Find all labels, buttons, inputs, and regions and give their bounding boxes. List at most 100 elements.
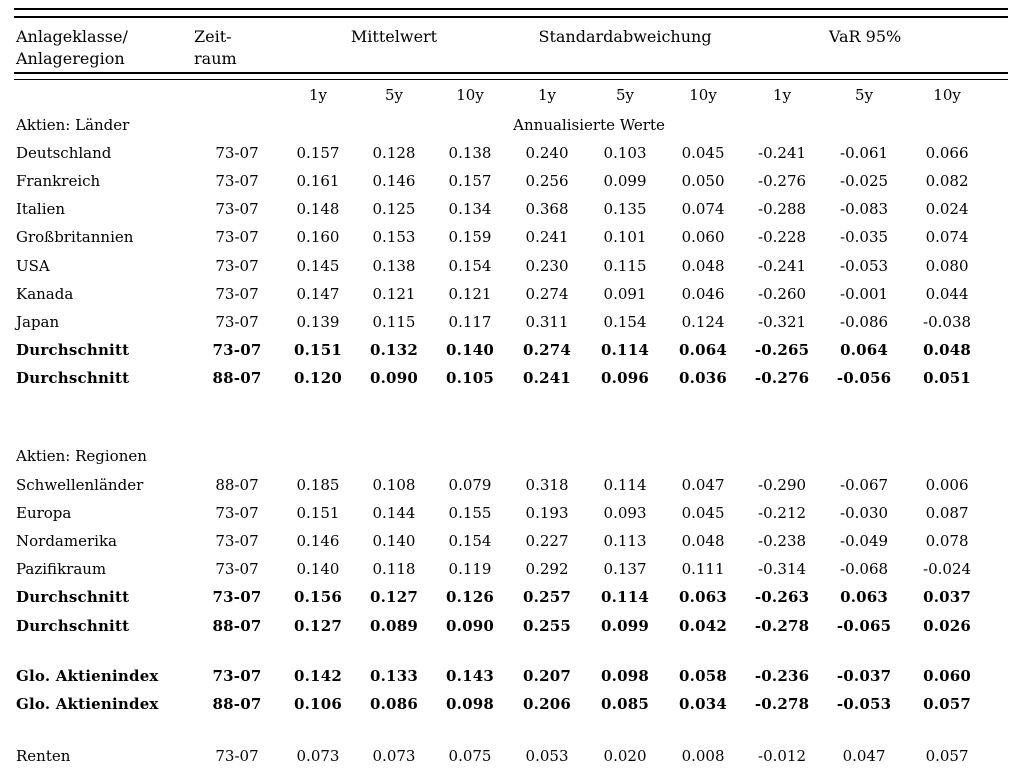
cell-value: 0.024	[925, 200, 969, 219]
section-spacer	[16, 719, 988, 743]
table-row: Deutschland 73-07 0.157 0.128 0.138 0.240 0.10…	[16, 139, 988, 167]
cell-value: 0.139	[296, 312, 340, 331]
cell-label: Europa	[16, 503, 72, 522]
cell-zeitraum: 73-07	[215, 171, 259, 190]
cell-label: Italien	[16, 200, 66, 219]
cell-value: 0.060	[681, 228, 725, 247]
cell-value: 0.089	[370, 616, 418, 635]
cell-value: 0.230	[525, 256, 569, 275]
cell-value: 0.064	[679, 341, 728, 360]
annotation-annualisierte-werte: Annualisierte Werte	[513, 115, 665, 134]
cell-value: 0.117	[448, 312, 492, 331]
cell-value: 0.121	[448, 284, 492, 303]
cell-value: 0.127	[370, 588, 418, 607]
cell-value: 0.063	[840, 588, 889, 607]
table-row: Durchschnitt 88-07 0.127 0.089 0.090 0.255 0.0…	[16, 612, 988, 640]
cell-value: 0.143	[446, 666, 494, 685]
section-title-gap-col3	[280, 111, 356, 139]
cell-value: 0.157	[296, 143, 340, 162]
cell-value: 0.134	[448, 200, 492, 219]
cell-value: 0.125	[372, 200, 416, 219]
table-row: Glo. Aktienindex 73-07 0.142 0.133 0.143 0.20…	[16, 662, 988, 690]
cell-value: 0.153	[372, 228, 416, 247]
cell-value: 0.103	[603, 143, 647, 162]
cell-zeitraum: 73-07	[215, 256, 259, 275]
cell-value: 0.044	[925, 284, 969, 303]
table-row: Nordamerika 73-07 0.146 0.140 0.154 0.227 0.11…	[16, 527, 988, 555]
section-title-row: Aktien: Regionen	[16, 443, 988, 471]
section-title: Aktien: Regionen	[16, 447, 147, 466]
cell-zeitraum: 73-07	[215, 143, 259, 162]
section-title-gap-rest	[356, 443, 988, 471]
cell-value: 0.064	[840, 341, 889, 360]
mid-rule-row	[14, 72, 1008, 80]
cell-zeitraum: 73-07	[215, 312, 259, 331]
cell-value: 0.318	[525, 475, 569, 494]
cell-value: -0.065	[836, 616, 892, 635]
cell-value: -0.038	[923, 312, 972, 331]
cell-value: 0.115	[372, 312, 416, 331]
cell-value: 0.048	[923, 341, 972, 360]
cell-value: -0.241	[758, 143, 807, 162]
cell-zeitraum: 73-07	[215, 284, 259, 303]
cell-zeitraum: 73-07	[212, 666, 262, 685]
cell-value: 0.008	[681, 747, 725, 766]
cell-value: 0.159	[448, 228, 492, 247]
cell-value: 0.160	[296, 228, 340, 247]
cell-zeitraum: 73-07	[215, 747, 259, 766]
cell-zeitraum: 73-07	[212, 341, 262, 360]
cell-zeitraum: 73-07	[215, 560, 259, 579]
cell-value: 0.124	[681, 312, 725, 331]
cell-value: 0.037	[923, 588, 972, 607]
cell-value: 0.146	[372, 171, 416, 190]
cell-value: 0.085	[601, 694, 650, 713]
cell-value: -0.037	[836, 666, 892, 685]
cell-value: 0.147	[296, 284, 340, 303]
cell-value: 0.145	[296, 256, 340, 275]
cell-value: 0.155	[448, 503, 492, 522]
cell-value: 0.099	[603, 171, 647, 190]
cell-label: Durchschnitt	[16, 588, 130, 607]
cell-value: 0.045	[681, 503, 725, 522]
subheader-mw-10y: 10y	[456, 86, 484, 104]
cell-value: 0.144	[372, 503, 416, 522]
cell-value: 0.080	[925, 256, 969, 275]
section-title-gap-col11	[906, 111, 988, 139]
table-row: Durchschnitt 88-07 0.120 0.090 0.105 0.241 0.0…	[16, 365, 988, 393]
header-zeitraum-line1: Zeit-	[194, 27, 232, 46]
cell-value: -0.067	[840, 475, 889, 494]
cell-value: 0.368	[525, 200, 569, 219]
cell-value: 0.241	[525, 228, 569, 247]
statistics-table: Anlageklasse/ Zeit- Mittelwert Standarda…	[14, 18, 1008, 770]
table-row: Durchschnitt 73-07 0.156 0.127 0.126 0.257 0.1…	[16, 584, 988, 612]
cell-label: Frankreich	[16, 171, 101, 190]
header-anlageregion: Anlageregion	[16, 48, 125, 68]
cell-zeitraum: 88-07	[212, 616, 262, 635]
cell-value: -0.061	[840, 143, 889, 162]
table-row: Renten 73-07 0.073 0.073 0.075 0.053 0.020 0.00…	[16, 743, 988, 770]
cell-value: 0.114	[603, 475, 647, 494]
cell-value: 0.207	[523, 666, 572, 685]
cell-value: 0.257	[523, 588, 572, 607]
cell-value: 0.101	[603, 228, 647, 247]
cell-label: Großbritannien	[16, 228, 134, 247]
table-row: Europa 73-07 0.151 0.144 0.155 0.193 0.093 0.04…	[16, 499, 988, 527]
cell-value: 0.121	[372, 284, 416, 303]
cell-value: 0.082	[925, 171, 969, 190]
cell-value: 0.098	[446, 694, 494, 713]
table-row: Durchschnitt 73-07 0.151 0.132 0.140 0.274 0.1…	[16, 337, 988, 365]
header-group-var95: VaR 95%	[828, 27, 902, 46]
cell-value: -0.321	[758, 312, 807, 331]
cell-value: -0.236	[754, 666, 810, 685]
cell-value: 0.058	[679, 666, 728, 685]
cell-value: 0.274	[523, 341, 572, 360]
cell-value: 0.161	[296, 171, 340, 190]
section-title-gap-zeit	[194, 443, 280, 471]
cell-value: -0.012	[758, 747, 807, 766]
header-row-1: Anlageklasse/ Zeit- Mittelwert Standarda…	[16, 18, 988, 45]
cell-value: 0.090	[370, 369, 418, 388]
cell-value: 0.063	[679, 588, 728, 607]
section-title-gap-col3	[280, 443, 356, 471]
table-row: Pazifikraum 73-07 0.140 0.118 0.119 0.292 0.13…	[16, 556, 988, 584]
cell-value: 0.042	[679, 616, 728, 635]
